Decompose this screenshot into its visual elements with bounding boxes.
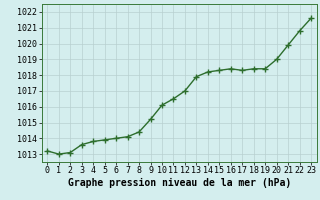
X-axis label: Graphe pression niveau de la mer (hPa): Graphe pression niveau de la mer (hPa) bbox=[68, 178, 291, 188]
